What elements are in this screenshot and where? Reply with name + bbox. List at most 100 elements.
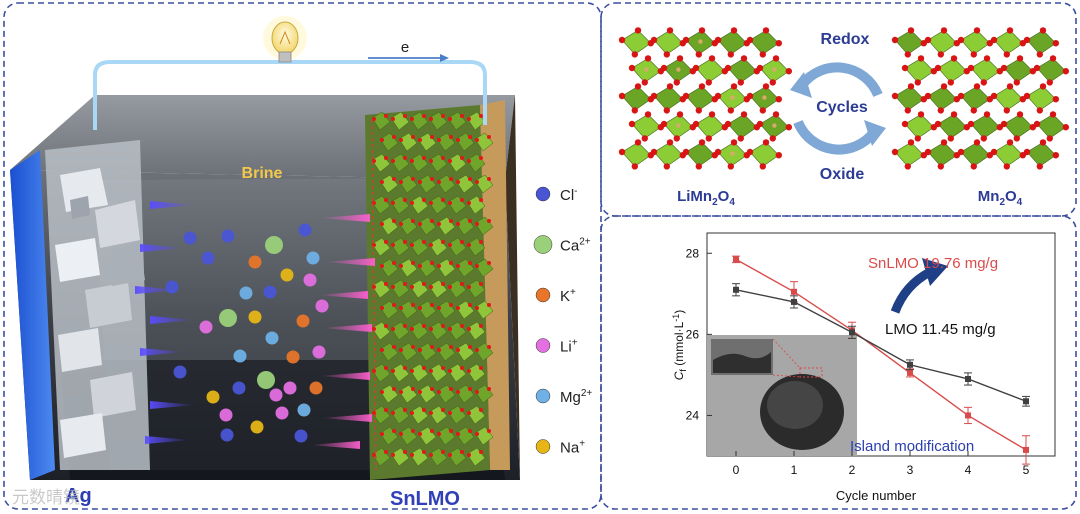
cell-right-face bbox=[505, 95, 520, 480]
oxygen-atom bbox=[410, 243, 414, 247]
oxygen-atom bbox=[772, 111, 780, 118]
lithium-flux-beam bbox=[325, 258, 375, 266]
oxygen-atom bbox=[391, 243, 395, 247]
legend-swatch-na bbox=[535, 439, 551, 454]
mno6-octahedron bbox=[631, 114, 662, 139]
oxygen-atom bbox=[641, 79, 648, 86]
legend-swatch-li bbox=[535, 338, 551, 353]
oxygen-atom bbox=[475, 348, 479, 352]
oxygen-atom bbox=[392, 261, 396, 265]
oxygen-atom bbox=[456, 222, 460, 226]
oxygen-atom bbox=[980, 135, 987, 142]
ion-na bbox=[248, 310, 262, 324]
oxygen-atom bbox=[708, 111, 716, 118]
oxygen-atom bbox=[937, 51, 944, 58]
oxygen-atom bbox=[1013, 79, 1020, 86]
oxygen-atom bbox=[467, 243, 471, 247]
y-tick-label: 26 bbox=[686, 327, 700, 341]
oxygen-atom bbox=[1033, 120, 1041, 128]
oxygen-atom bbox=[392, 219, 396, 223]
oxygen-atom bbox=[437, 432, 441, 436]
data-point bbox=[791, 288, 797, 295]
mno6-octahedron bbox=[653, 86, 684, 111]
chloride-flux-beam bbox=[150, 401, 195, 409]
oxygen-atom bbox=[475, 222, 479, 226]
surface-modification-line bbox=[371, 119, 377, 471]
oxygen-atom bbox=[475, 264, 479, 268]
oxygen-atom bbox=[990, 92, 998, 100]
oxygen-atom bbox=[403, 408, 407, 412]
oxygen-atom bbox=[410, 411, 414, 415]
oxygen-atom bbox=[901, 120, 909, 128]
oxygen-atom bbox=[1046, 79, 1054, 86]
oxygen-atom bbox=[429, 117, 433, 121]
oxygen-atom bbox=[475, 138, 479, 142]
data-point bbox=[907, 369, 913, 376]
oxygen-atom bbox=[467, 411, 471, 415]
oxygen-atom bbox=[430, 177, 434, 181]
oxygen-atom bbox=[698, 139, 706, 146]
oxygen-atom bbox=[737, 79, 744, 86]
data-point bbox=[965, 375, 971, 382]
ion-cl bbox=[173, 365, 187, 379]
mno6-octahedron bbox=[727, 114, 758, 139]
oxygen-atom bbox=[392, 387, 396, 391]
oxygen-atom bbox=[714, 36, 722, 44]
oxygen-atom bbox=[666, 139, 674, 146]
oxygen-atom bbox=[456, 348, 460, 352]
oxygen-atom bbox=[384, 114, 388, 118]
ion-mg bbox=[239, 286, 253, 300]
oxygen-atom bbox=[756, 120, 764, 128]
legend-label-na: Na+ bbox=[560, 439, 585, 457]
oxygen-atom bbox=[411, 345, 415, 349]
mno6-octahedron bbox=[993, 30, 1024, 55]
data-point bbox=[791, 298, 797, 305]
oxygen-atom bbox=[403, 114, 407, 118]
oxygen-atom bbox=[460, 114, 464, 118]
oxygen-atom bbox=[392, 345, 396, 349]
oxygen-atom bbox=[1046, 135, 1054, 142]
oxygen-atom bbox=[698, 83, 706, 90]
oxygen-atom bbox=[1016, 111, 1024, 118]
mno6-octahedron bbox=[1026, 30, 1057, 55]
mno6-octahedron bbox=[894, 30, 925, 55]
ion-cl bbox=[220, 428, 234, 442]
oxygen-atom bbox=[666, 83, 674, 90]
oxygen-atom bbox=[940, 83, 948, 90]
oxygen-atom bbox=[410, 201, 414, 205]
oxygen-atom bbox=[487, 261, 491, 265]
oxygen-atom bbox=[449, 261, 453, 265]
oxygen-atom bbox=[449, 387, 453, 391]
oxygen-atom bbox=[391, 369, 395, 373]
oxygen-atom bbox=[403, 366, 407, 370]
y-tick-label: 24 bbox=[686, 408, 700, 422]
oxygen-atom bbox=[973, 139, 981, 146]
ag-electrode-label: Ag bbox=[65, 485, 92, 507]
oxygen-atom bbox=[437, 180, 441, 184]
oxygen-atom bbox=[970, 163, 977, 170]
oxygen-atom bbox=[430, 303, 434, 307]
data-point bbox=[907, 361, 913, 368]
bottom-right-panel-frame bbox=[600, 215, 1077, 510]
oxygen-atom bbox=[907, 139, 915, 146]
mno6-octahedron bbox=[970, 58, 1001, 83]
ion-cl bbox=[183, 231, 197, 245]
oxygen-atom bbox=[1062, 68, 1070, 75]
oxygen-atom bbox=[907, 27, 915, 34]
oxygen-atom bbox=[449, 219, 453, 223]
oxygen-atom bbox=[785, 124, 792, 131]
ion-li bbox=[283, 381, 297, 395]
oxygen-atom bbox=[448, 159, 452, 163]
oxygen-atom bbox=[403, 450, 407, 454]
oxygen-atom bbox=[634, 27, 642, 34]
oxygen-atom bbox=[411, 303, 415, 307]
oxygen-atom bbox=[467, 285, 471, 289]
oxygen-atom bbox=[391, 411, 395, 415]
oxygen-atom bbox=[1039, 83, 1047, 90]
mno6-octahedron bbox=[927, 30, 958, 55]
oxygen-atom bbox=[475, 306, 479, 310]
oxide-label: Oxide bbox=[820, 166, 865, 183]
ion-k bbox=[286, 350, 300, 364]
oxygen-atom bbox=[430, 219, 434, 223]
oxygen-atom bbox=[618, 36, 626, 44]
